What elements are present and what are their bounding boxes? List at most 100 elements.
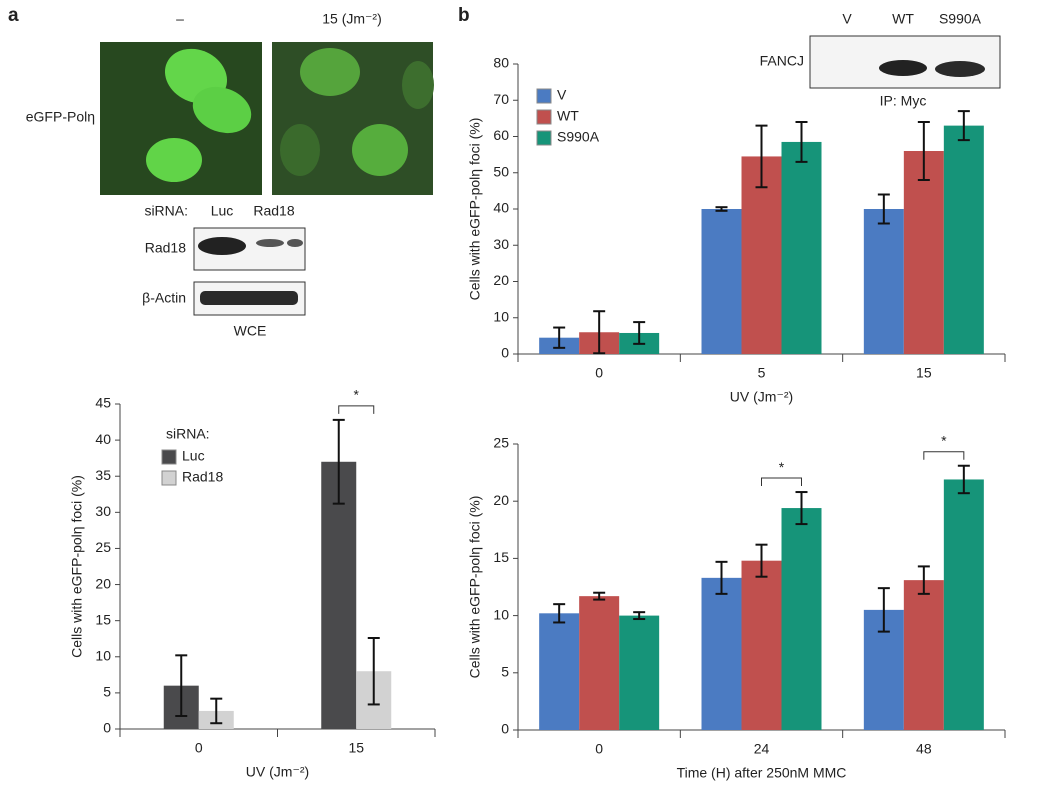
y-tick-label: 15 bbox=[493, 549, 509, 565]
bar bbox=[943, 479, 984, 730]
y-tick-label: 10 bbox=[493, 308, 509, 324]
significance-bracket bbox=[338, 405, 375, 414]
bar bbox=[321, 461, 357, 729]
error-bar bbox=[795, 121, 808, 163]
micrograph bbox=[100, 42, 262, 195]
error-bar bbox=[553, 603, 566, 624]
band bbox=[879, 60, 927, 76]
micrograph-column: 15 (Jm⁻²) bbox=[322, 11, 382, 27]
y-tick-label: 60 bbox=[493, 127, 509, 143]
micrograph bbox=[272, 42, 434, 195]
micrograph-row: eGFP-Polη bbox=[26, 109, 95, 125]
error-bar bbox=[553, 326, 566, 349]
legend-label: Rad18 bbox=[182, 469, 223, 485]
y-tick-label: 10 bbox=[493, 606, 509, 622]
legend-title: siRNA: bbox=[166, 426, 210, 442]
error-bar bbox=[593, 310, 606, 355]
blot-caption: WCE bbox=[234, 323, 267, 339]
error-bar bbox=[795, 491, 808, 526]
legend-swatch bbox=[536, 88, 552, 104]
y-tick-label: 80 bbox=[493, 55, 509, 71]
y-tick-label: 20 bbox=[493, 492, 509, 508]
x-tick-label: 48 bbox=[916, 741, 932, 757]
error-bar bbox=[367, 637, 380, 706]
bar bbox=[741, 560, 782, 730]
legend-label: WT bbox=[557, 108, 579, 124]
panel-label: a bbox=[8, 5, 19, 26]
y-axis-label: Cells with eGFP-polη foci (%) bbox=[69, 475, 85, 658]
significance-label: * bbox=[941, 432, 947, 448]
y-tick-label: 15 bbox=[95, 611, 111, 627]
legend-swatch bbox=[161, 449, 177, 465]
y-tick-label: 20 bbox=[493, 272, 509, 288]
blot-row: Rad18 bbox=[145, 240, 186, 256]
error-bar bbox=[755, 124, 768, 189]
bar bbox=[619, 615, 660, 730]
bar bbox=[781, 508, 822, 730]
micrograph-column: – bbox=[176, 11, 184, 27]
bar bbox=[863, 209, 904, 354]
bar bbox=[701, 577, 742, 730]
error-bar bbox=[633, 611, 646, 621]
blot-lane: WT bbox=[892, 11, 914, 27]
error-bar bbox=[957, 110, 970, 142]
error-bar bbox=[210, 697, 223, 725]
error-bar bbox=[715, 206, 728, 212]
error-bar bbox=[877, 193, 890, 225]
y-tick-label: 20 bbox=[95, 575, 111, 591]
panel-label: b bbox=[458, 5, 470, 26]
band bbox=[287, 239, 303, 247]
y-tick-label: 5 bbox=[103, 684, 111, 700]
x-tick-label: 15 bbox=[916, 365, 932, 381]
error-bar bbox=[175, 654, 188, 717]
error-bar bbox=[715, 560, 728, 595]
bar bbox=[579, 596, 620, 730]
bar bbox=[539, 613, 580, 730]
band bbox=[935, 61, 985, 77]
significance-label: * bbox=[779, 459, 785, 475]
error-bar bbox=[917, 565, 930, 595]
error-bar bbox=[593, 591, 606, 601]
y-tick-label: 50 bbox=[493, 163, 509, 179]
band bbox=[256, 239, 284, 247]
error-bar bbox=[877, 587, 890, 633]
bar bbox=[903, 151, 944, 354]
x-tick-label: 0 bbox=[195, 740, 203, 756]
y-tick-label: 25 bbox=[493, 435, 509, 451]
x-tick-label: 0 bbox=[595, 741, 603, 757]
y-tick-label: 45 bbox=[95, 395, 111, 411]
bar bbox=[903, 580, 944, 730]
significance-bracket bbox=[923, 451, 965, 460]
x-axis-label: Time (H) after 250nM MMC bbox=[677, 765, 847, 781]
y-axis-label: Cells with eGFP-polη foci (%) bbox=[467, 496, 483, 679]
bar bbox=[741, 156, 782, 354]
band bbox=[200, 291, 298, 305]
blot-lane: S990A bbox=[939, 11, 982, 27]
x-axis-label: UV (Jm⁻²) bbox=[246, 764, 309, 780]
x-tick-label: 24 bbox=[754, 741, 770, 757]
y-tick-label: 5 bbox=[501, 664, 509, 680]
blot-lane: Luc bbox=[211, 203, 234, 219]
legend-label: S990A bbox=[557, 129, 600, 145]
blot-row: β-Actin bbox=[142, 290, 186, 306]
error-bar bbox=[917, 121, 930, 181]
significance-bracket bbox=[761, 477, 802, 487]
y-tick-label: 0 bbox=[103, 720, 111, 736]
legend-label: Luc bbox=[182, 448, 205, 464]
y-tick-label: 40 bbox=[95, 431, 111, 447]
y-tick-label: 70 bbox=[493, 91, 509, 107]
y-tick-label: 30 bbox=[95, 503, 111, 519]
x-tick-label: 5 bbox=[758, 365, 766, 381]
bar bbox=[943, 125, 984, 354]
error-bar bbox=[755, 543, 768, 578]
legend-swatch bbox=[536, 130, 552, 146]
bar bbox=[781, 141, 822, 354]
legend-label: V bbox=[557, 87, 567, 103]
legend-swatch bbox=[161, 470, 177, 486]
error-bar bbox=[633, 321, 646, 345]
x-axis-label: UV (Jm⁻²) bbox=[730, 389, 793, 405]
y-tick-label: 25 bbox=[95, 539, 111, 555]
error-bar bbox=[332, 418, 345, 505]
band bbox=[198, 237, 246, 255]
